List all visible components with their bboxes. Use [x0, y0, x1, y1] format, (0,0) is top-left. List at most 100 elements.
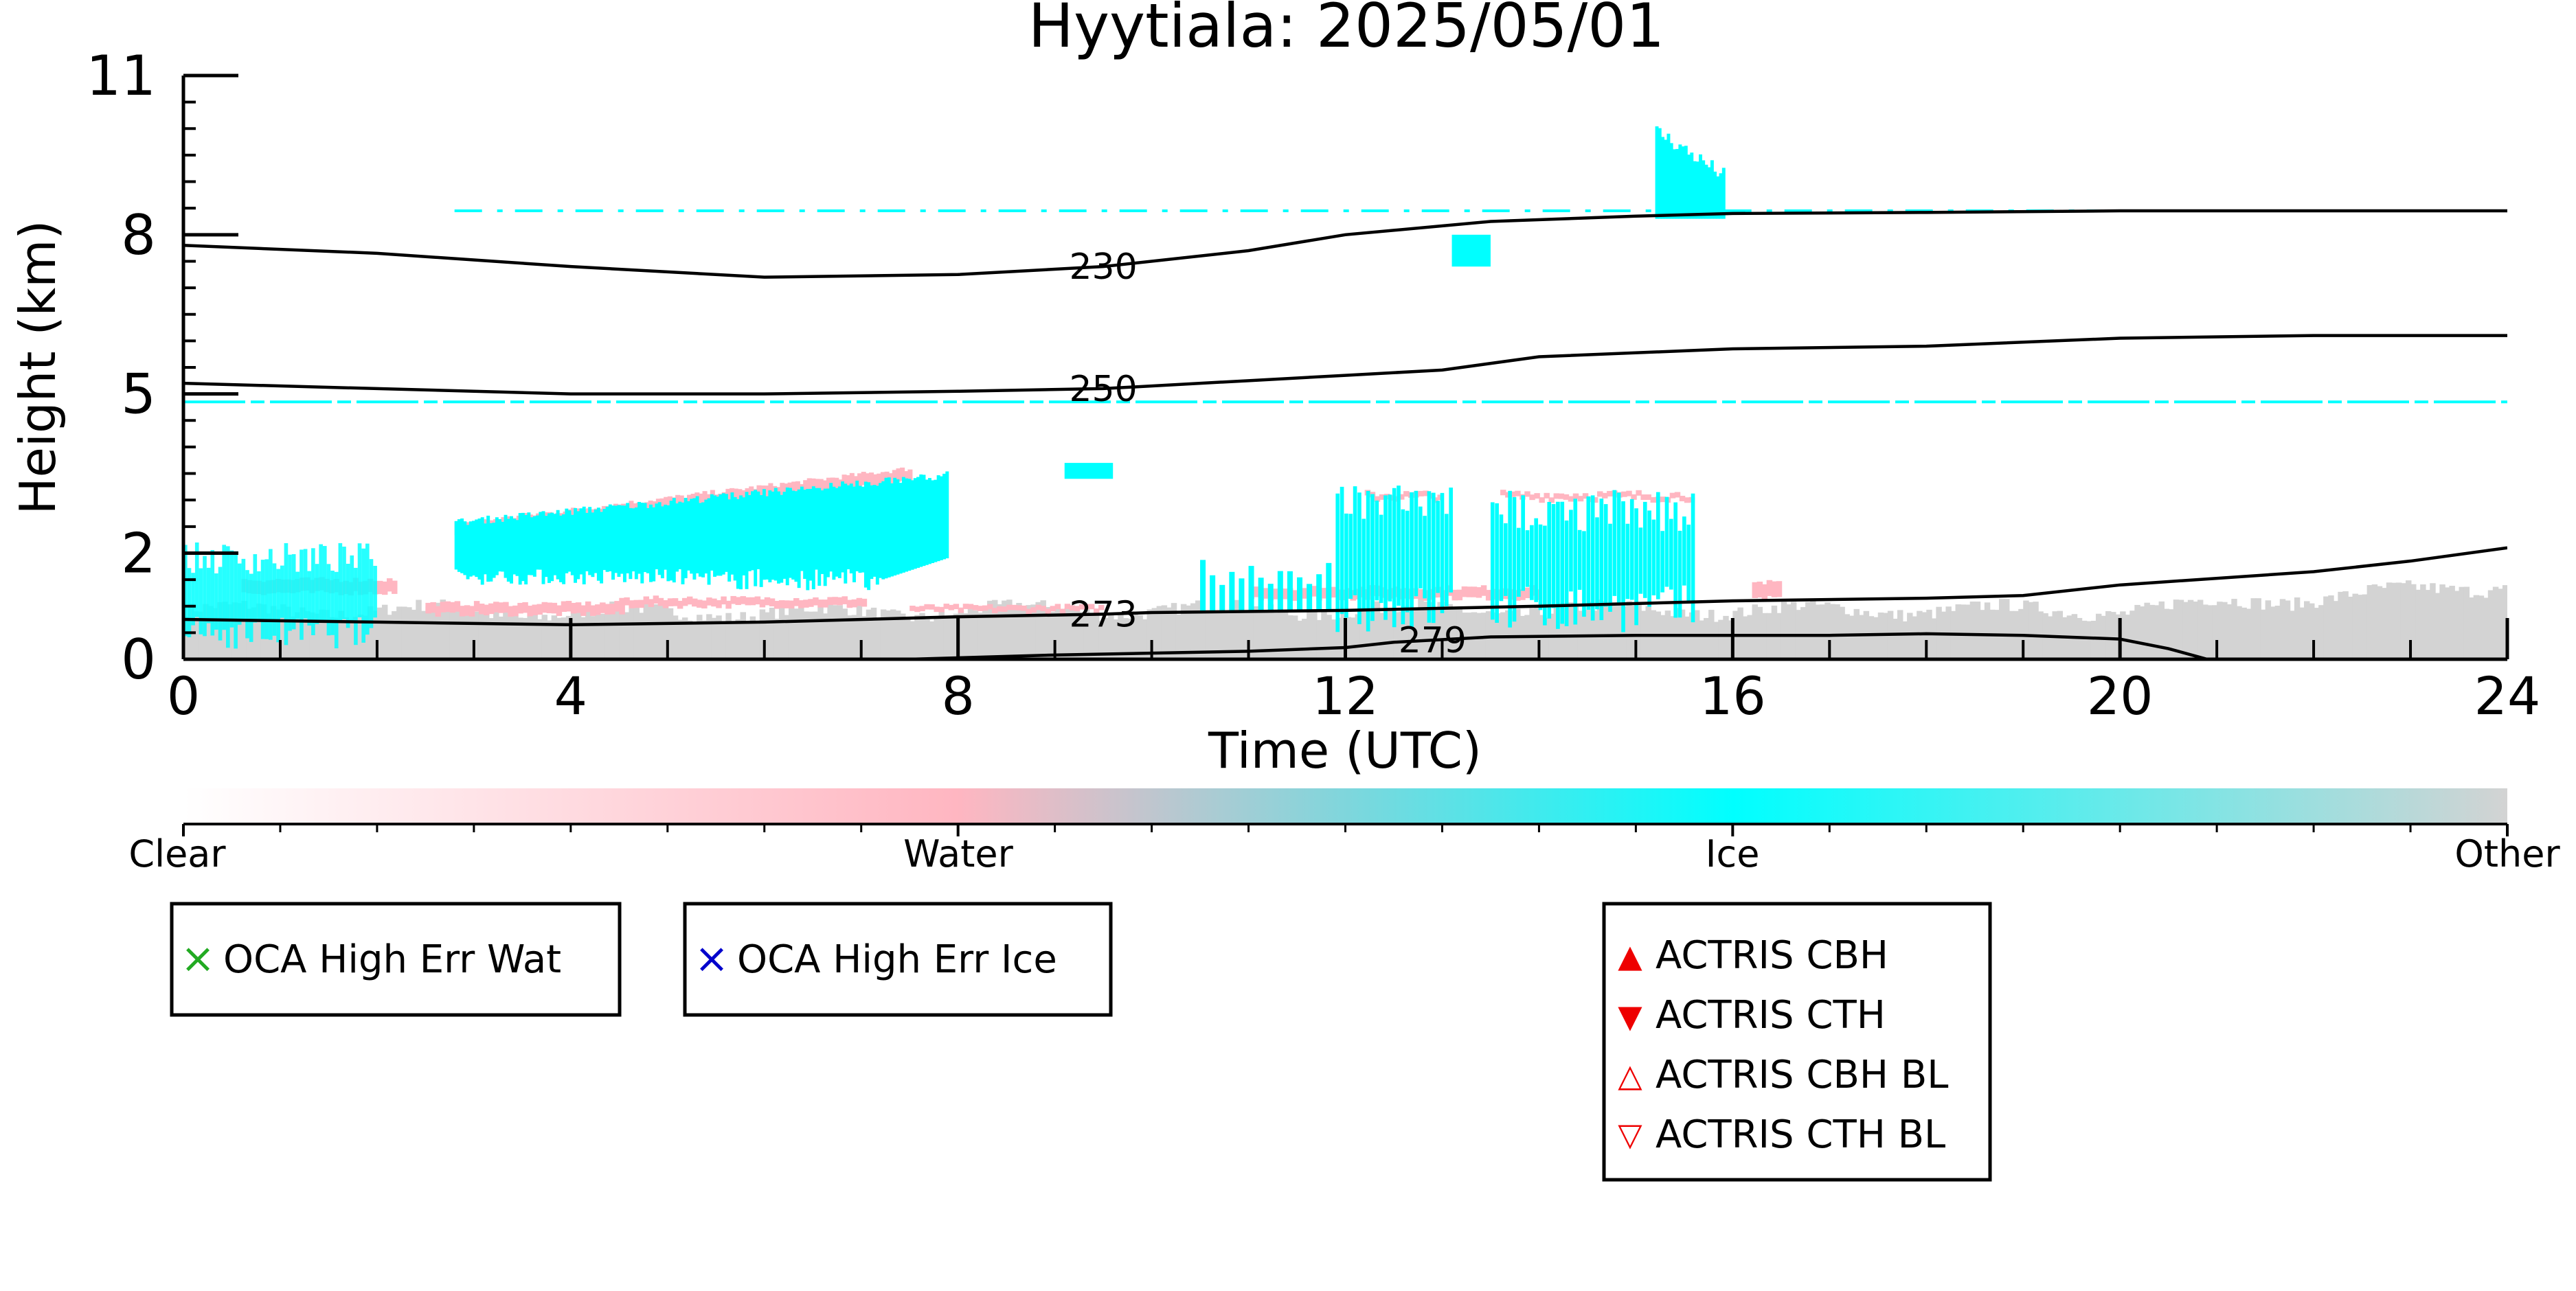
ice-column	[925, 479, 929, 565]
ice-column	[483, 523, 487, 575]
other-column	[392, 611, 398, 659]
other-column	[1563, 606, 1570, 659]
ice-column	[565, 508, 569, 573]
other-column	[1742, 616, 1748, 659]
ice-column	[1392, 488, 1397, 628]
other-column	[745, 621, 752, 659]
water-column	[896, 468, 901, 482]
water-column	[934, 606, 940, 613]
ice-column	[1586, 496, 1591, 610]
x-tick-label: 8	[941, 665, 974, 727]
other-column	[609, 602, 615, 659]
water-column	[1311, 586, 1318, 597]
other-column	[953, 613, 960, 659]
ice-column	[660, 506, 664, 579]
ice-column	[1449, 488, 1453, 593]
water-column	[681, 597, 688, 606]
ice-column	[905, 478, 909, 572]
other-column	[2420, 584, 2426, 659]
other-column	[730, 621, 736, 659]
ice-column	[881, 481, 885, 580]
other-column	[546, 620, 553, 659]
ice-column	[1551, 504, 1556, 608]
ice-column	[1530, 525, 1534, 600]
legend-actris-cbh-label: ACTRIS CBH	[1656, 933, 1888, 978]
other-column	[2134, 604, 2140, 659]
water-column	[822, 480, 828, 494]
ice-column	[468, 521, 473, 577]
ice-column	[736, 499, 740, 589]
ice-column	[253, 554, 258, 623]
other-column	[1544, 617, 1550, 659]
water-column	[806, 478, 812, 492]
water-column	[468, 606, 475, 617]
ice-column	[686, 501, 690, 571]
other-column	[1587, 602, 1594, 659]
ice-column	[241, 558, 246, 620]
water-column	[686, 596, 693, 605]
water-column	[1534, 493, 1540, 499]
other-column	[595, 610, 601, 659]
ice-column	[646, 507, 650, 573]
water-column	[444, 601, 451, 613]
legend-oca-water-label: OCA High Err Wat	[223, 937, 561, 982]
ice-column	[617, 505, 621, 578]
ice-column	[291, 553, 296, 630]
water-column	[1006, 604, 1013, 610]
ice-column	[945, 471, 949, 559]
water-column	[992, 608, 998, 613]
other-column	[1785, 604, 1792, 659]
water-column	[1471, 586, 1478, 597]
ice-column	[1677, 530, 1682, 618]
other-column	[536, 619, 543, 659]
water-column	[1098, 604, 1105, 610]
ice-column	[541, 511, 545, 584]
water-column	[590, 605, 596, 616]
other-column	[997, 604, 1003, 659]
other-column	[449, 610, 456, 659]
ice-column	[719, 494, 723, 576]
ice-column	[608, 504, 612, 572]
ice-column	[1638, 527, 1643, 594]
other-column	[972, 610, 979, 659]
ice-column	[907, 479, 912, 571]
other-column	[2487, 590, 2494, 659]
ice-column	[512, 518, 517, 575]
other-column	[2497, 589, 2504, 659]
ice-column	[1534, 518, 1539, 602]
other-column	[1006, 599, 1013, 659]
ice-column	[504, 514, 508, 578]
other-column	[1021, 609, 1027, 659]
y-tick-label: 11	[86, 44, 156, 108]
water-column	[1563, 494, 1570, 500]
ice-column	[288, 554, 292, 631]
ice-column	[574, 507, 577, 583]
ice-column	[234, 551, 238, 649]
water-column	[1752, 582, 1758, 599]
ice-column	[1267, 584, 1274, 612]
water-column	[861, 472, 866, 485]
ice-column	[591, 512, 595, 578]
other-column	[2381, 588, 2388, 659]
ice-column	[322, 546, 327, 621]
water-column	[929, 604, 935, 610]
legend-oca-water: × OCA High Err Wat	[170, 902, 622, 1017]
other-column	[1790, 602, 1797, 659]
other-column	[2366, 585, 2373, 659]
ice-column	[901, 477, 905, 573]
y-axis-label: Height (km)	[9, 220, 67, 515]
other-column	[387, 615, 393, 659]
ice-column	[1625, 523, 1630, 599]
other-column	[2255, 598, 2261, 659]
other-column	[817, 606, 824, 659]
water-column	[677, 600, 683, 609]
colorbar-label-ice: Ice	[1706, 832, 1760, 876]
other-column	[832, 605, 838, 659]
water-column	[659, 498, 665, 512]
ice-column	[1655, 126, 1659, 219]
water-column	[958, 607, 964, 613]
other-column	[2468, 597, 2475, 659]
other-column	[1437, 602, 1443, 659]
water-column	[1568, 496, 1574, 502]
